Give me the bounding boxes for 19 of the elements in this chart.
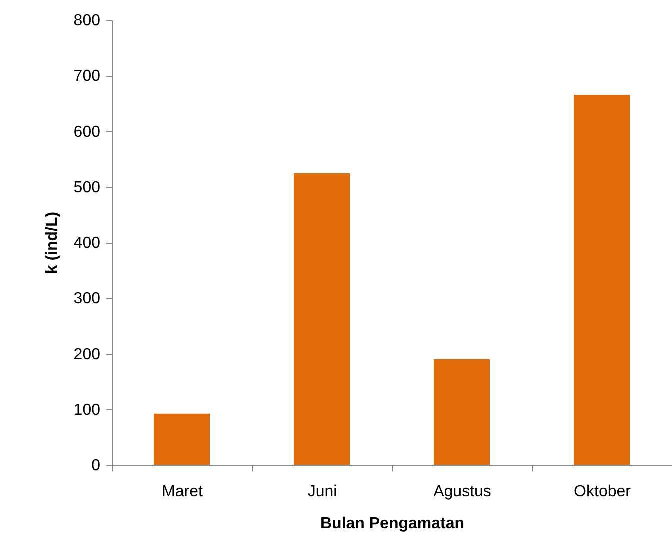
x-tick-label: Oktober: [574, 484, 632, 500]
y-tick-label: 300: [74, 290, 101, 308]
x-tick-label: Maret: [162, 484, 204, 500]
y-tick-label: 100: [74, 402, 101, 419]
bar: [574, 95, 630, 465]
y-tick-label: 0: [92, 458, 101, 474]
y-tick-label: 800: [74, 12, 101, 30]
y-tick-label: 500: [74, 179, 101, 196]
x-tick-label: Agustus: [434, 484, 492, 500]
bar: [434, 359, 490, 465]
y-tick-label: 400: [74, 235, 101, 252]
bar: [154, 414, 210, 465]
y-tick-label: 600: [74, 124, 101, 141]
bar: [294, 174, 350, 465]
x-axis-title: Bulan Pengamatan: [320, 516, 465, 532]
y-tick-label: 200: [74, 346, 101, 364]
x-tick-label: Juni: [308, 484, 338, 500]
y-tick-label: 700: [74, 68, 101, 86]
y-axis-title: k (ind/L): [44, 212, 61, 274]
